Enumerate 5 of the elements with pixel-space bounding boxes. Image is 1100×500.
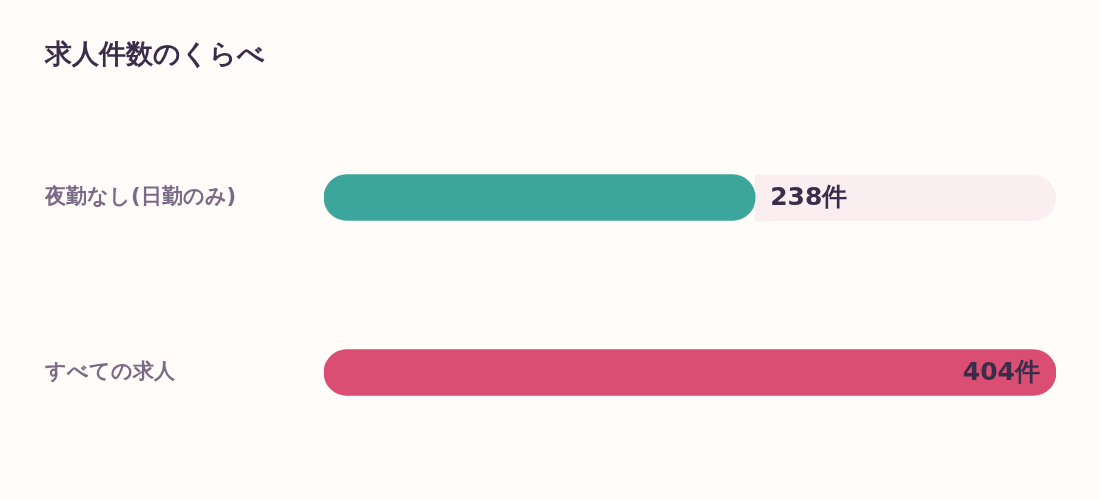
- data-label: 238件: [770, 182, 848, 211]
- data-label: 404件: [962, 357, 1040, 386]
- y-tick-label: すべての求人: [44, 358, 176, 383]
- y-tick-label: 夜勤なし(日勤のみ): [44, 183, 237, 208]
- chart-title: 求人件数のくらべ: [45, 37, 265, 71]
